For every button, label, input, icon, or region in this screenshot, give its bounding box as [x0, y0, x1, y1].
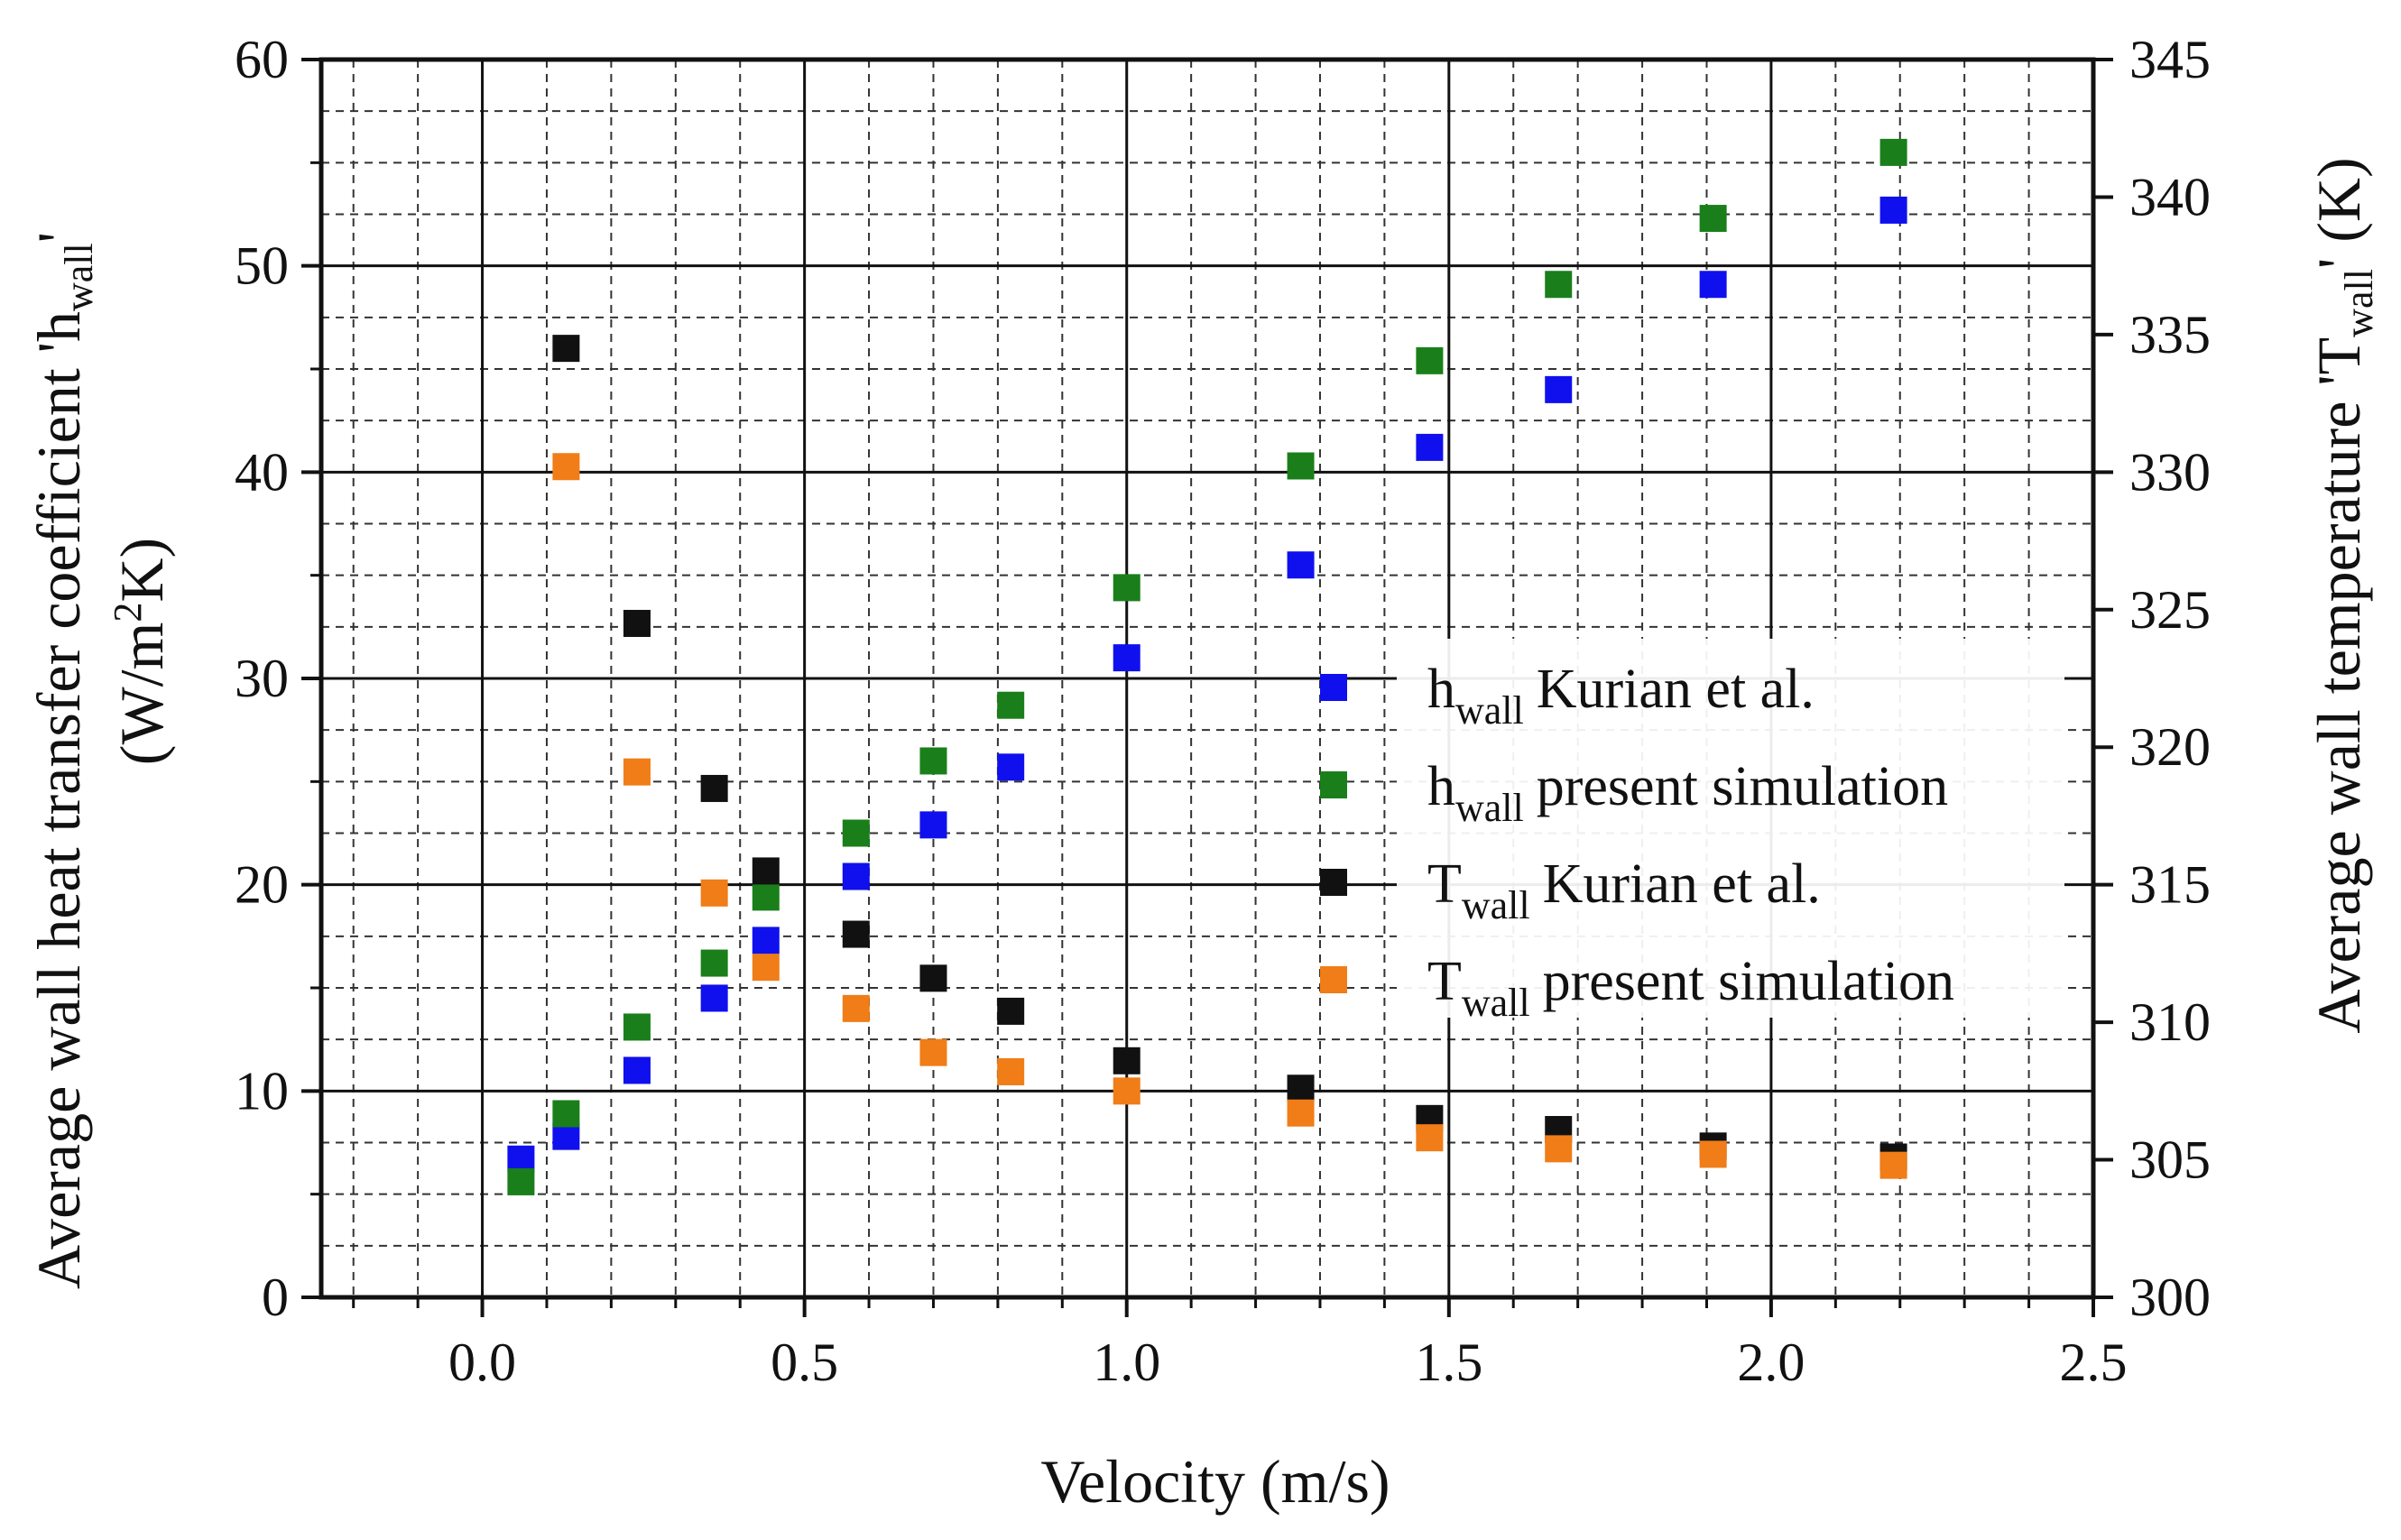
y-left-axis-title: Average wall heat transfer coefficient '…: [24, 232, 101, 1289]
y-right-tick-label: 300: [2129, 1268, 2211, 1327]
data-point: [1416, 433, 1444, 461]
data-point: [919, 747, 947, 775]
data-point: [997, 997, 1025, 1025]
data-point: [1545, 271, 1573, 299]
y-right-tick-label: 315: [2129, 855, 2211, 915]
data-point: [1699, 205, 1727, 233]
data-point: [700, 879, 728, 907]
data-point: [1113, 1077, 1140, 1105]
y-right-tick-label: 305: [2129, 1130, 2211, 1190]
y-right-tick-label: 325: [2129, 580, 2211, 640]
data-point: [997, 753, 1025, 781]
legend-label: hwall Kurian et al.: [1427, 659, 1815, 733]
data-point: [842, 862, 870, 890]
data-point: [1416, 1124, 1444, 1152]
data-point: [919, 811, 947, 839]
data-point: [1545, 375, 1573, 403]
y-right-tick-labels: 300 305 310 315 320 325 330 335 340 345: [2129, 30, 2211, 1327]
data-point: [623, 1013, 651, 1041]
data-point: [1287, 1099, 1315, 1127]
y-left-tick-label: 0: [262, 1268, 289, 1327]
data-point: [552, 335, 580, 363]
y-left-tick-label: 20: [235, 855, 289, 915]
y-left-tick-label: 50: [235, 236, 289, 296]
legend-label: hwall present simulation: [1427, 756, 1948, 830]
data-point: [700, 949, 728, 977]
data-point: [919, 1038, 947, 1066]
data-point: [1699, 1140, 1727, 1168]
y-right-tick-label: 320: [2129, 717, 2211, 777]
legend-label: Twall Kurian et al.: [1427, 853, 1821, 927]
data-point: [1113, 574, 1140, 602]
data-point: [1416, 346, 1444, 374]
y-right-tick-label: 330: [2129, 442, 2211, 502]
legend-marker: [1320, 674, 1347, 701]
data-point: [1287, 551, 1315, 579]
x-tick-label: 2.0: [1737, 1333, 1805, 1392]
x-tick-labels: 0.0 0.5 1.0 1.5 2.0 2.5: [448, 1333, 2127, 1392]
data-point: [1879, 196, 1907, 224]
data-point: [842, 920, 870, 948]
data-point: [842, 994, 870, 1022]
data-point: [623, 610, 651, 638]
data-point: [507, 1145, 535, 1173]
legend-marker: [1320, 771, 1347, 798]
data-point: [507, 1167, 535, 1195]
x-tick-label: 0.0: [448, 1333, 516, 1392]
data-point: [919, 964, 947, 992]
x-tick-label: 2.5: [2060, 1333, 2128, 1392]
data-point: [1879, 1151, 1907, 1179]
data-point: [997, 1057, 1025, 1085]
data-point: [997, 691, 1025, 719]
legend: hwall Kurian et al. hwall present simulatio…: [1320, 639, 2064, 1025]
data-point: [752, 954, 780, 982]
data-point: [552, 1100, 580, 1128]
data-point: [1113, 644, 1140, 672]
data-point: [700, 774, 728, 802]
data-point: [842, 819, 870, 847]
data-point: [1287, 452, 1315, 480]
data-point: [752, 927, 780, 954]
y-left-tick-label: 10: [235, 1061, 289, 1120]
data-points: [507, 138, 1907, 1195]
data-point: [1879, 138, 1907, 166]
data-point: [1545, 1135, 1573, 1163]
y-left-tick-label: 60: [235, 30, 289, 89]
legend-marker: [1320, 869, 1347, 896]
y-left-tick-label: 30: [235, 649, 289, 708]
y-right-axis-title: Average wall temperature 'Twall' (K): [2304, 157, 2381, 1033]
legend-label: Twall present simulation: [1427, 951, 1954, 1025]
y-right-tick-label: 335: [2129, 305, 2211, 364]
legend-background: [1397, 639, 2064, 1018]
data-point: [752, 883, 780, 911]
data-point: [1113, 1047, 1140, 1074]
y-left-tick-label: 40: [235, 442, 289, 502]
y-right-tick-label: 345: [2129, 30, 2211, 89]
x-tick-label: 1.5: [1415, 1333, 1482, 1392]
data-point: [623, 1056, 651, 1084]
y-right-tick-label: 310: [2129, 992, 2211, 1052]
y-left-tick-labels: 0 10 20 30 40 50 60: [235, 30, 289, 1327]
data-point: [623, 758, 651, 786]
data-point: [1699, 271, 1727, 299]
data-point: [752, 857, 780, 885]
axis-ticks: [301, 58, 2113, 1317]
x-tick-label: 0.5: [771, 1333, 838, 1392]
x-tick-label: 1.0: [1093, 1333, 1160, 1392]
data-point: [1287, 1074, 1315, 1102]
y-left-axis-unit: (W/m2K): [106, 538, 176, 765]
data-point: [552, 1122, 580, 1150]
legend-marker: [1320, 966, 1347, 993]
data-point: [552, 453, 580, 481]
x-axis-title: Velocity (m/s): [1040, 1447, 1390, 1516]
data-point: [700, 984, 728, 1012]
y-right-tick-label: 340: [2129, 167, 2211, 226]
